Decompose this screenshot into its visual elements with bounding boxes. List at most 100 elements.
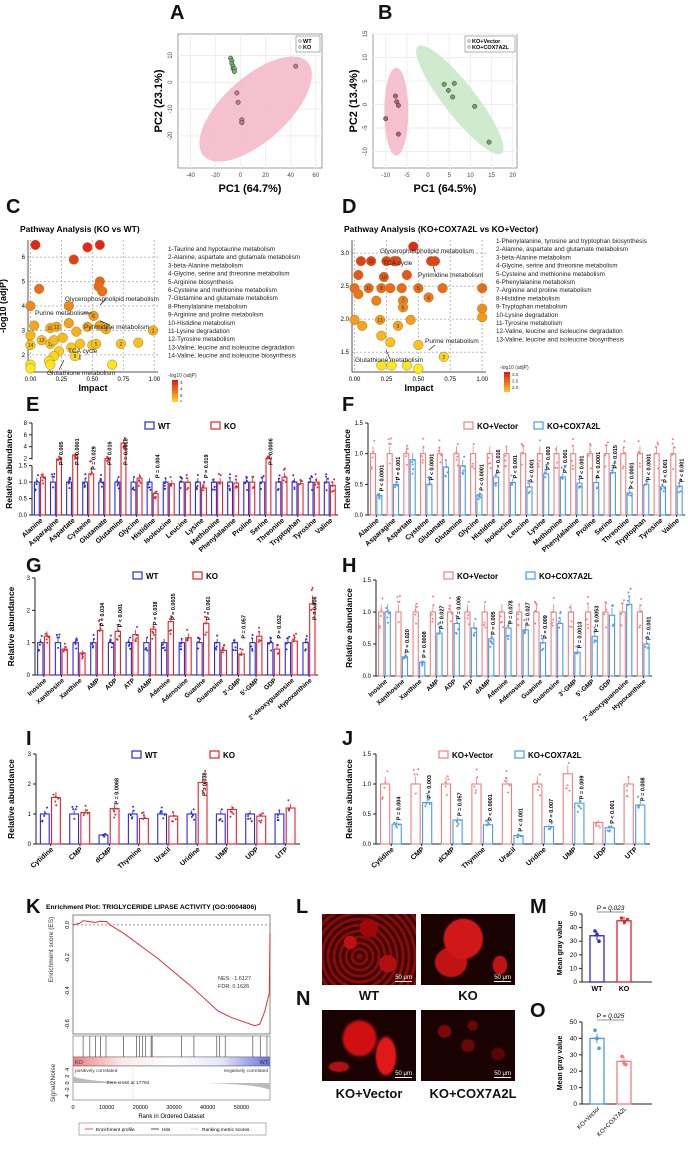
data-point [233,641,236,644]
data-point [560,466,563,469]
data-point [36,480,39,483]
data-point [111,642,114,645]
data-point [625,789,628,792]
pathway-annotation: Pyrimidine metabolism [418,272,483,279]
data-point [41,819,44,822]
data-point [438,439,441,442]
data-point [487,821,490,824]
data-point [415,602,418,605]
data-point [147,483,150,486]
data-point [627,603,630,606]
data-point [472,467,475,470]
data-point [395,131,401,137]
data-point [586,623,589,626]
data-point [218,482,221,485]
legend-box [78,1122,267,1136]
data-point [179,648,182,651]
p-value-label: P = 0.0013 [577,622,583,649]
bar [66,481,73,516]
data-point [413,773,416,776]
data-point [604,465,607,468]
data-point [421,461,424,464]
data-point [163,487,166,490]
data-point [645,635,648,638]
data-point [486,139,492,145]
data-point [203,787,206,790]
pathway-point [357,320,368,331]
data-point [286,637,289,640]
y-tick-label: -10 [168,104,174,113]
data-point [248,812,251,815]
pathway-point [423,292,434,303]
negative-label: negatively correlated [224,1068,269,1074]
bar [323,481,330,516]
bar [543,473,550,516]
data-point [46,641,49,644]
data-point [232,648,235,651]
data-point [139,481,142,484]
panel-label-o: O [530,1000,546,1022]
data-point [372,450,375,453]
bar [616,920,632,983]
data-point [186,628,189,631]
pathway-point [375,314,386,325]
x-tick-label: Uracil [498,846,517,864]
data-point [47,636,50,639]
y-axis-label: Relative abundance [344,588,354,668]
x-axis-label: PC1 (64.7%) [219,183,282,195]
pathway-point [25,300,36,312]
data-point [523,619,526,622]
data-point [638,462,641,465]
bar [401,656,409,677]
y-tick-label: 0.5 [363,642,372,648]
p-value-label: P = 0.057 [242,615,248,639]
data-point [606,829,609,832]
data-point [259,821,262,824]
data-point [595,639,598,642]
data-point [211,488,214,491]
data-point [314,473,317,476]
bar [616,1060,632,1105]
correlation-bar [72,1056,271,1067]
data-point [221,820,224,823]
data-point [673,446,676,449]
data-point [489,467,492,470]
data-point [551,621,554,624]
x-tick-label: 0 [239,173,243,179]
data-point [257,630,260,633]
data-point [101,481,104,484]
data-point [89,460,92,463]
data-point [507,634,510,637]
data-point [236,485,239,488]
point-number-label: 5 [95,342,98,348]
data-point [537,452,540,455]
data-point [91,642,94,645]
panel-label-d: D [342,196,357,218]
data-point [325,473,328,476]
y-tick-label: 2 [24,456,28,462]
legend-label: Hits [162,1127,171,1133]
data-point [426,792,429,795]
data-point [333,478,336,481]
data-point [292,474,295,477]
bar [653,453,660,516]
data-point [219,474,222,477]
p-value-label: P = 0.027 [439,606,445,630]
data-point [510,474,513,477]
data-point [68,487,71,490]
data-point [386,616,389,619]
data-point [214,647,217,650]
bar [636,611,644,677]
y-axis-label: Enrichment score (ES) [48,917,55,982]
data-point [595,1036,599,1041]
data-point [548,828,551,831]
data-point [394,486,397,489]
p-value-label: P = 0.009 [543,615,549,639]
data-point [67,480,70,483]
p-value-label: P = 0.004 [156,454,162,479]
data-point [477,498,480,501]
bar [643,483,650,516]
data-point [104,833,107,836]
x-axis-label: Impact [78,383,107,393]
bar [196,642,203,676]
